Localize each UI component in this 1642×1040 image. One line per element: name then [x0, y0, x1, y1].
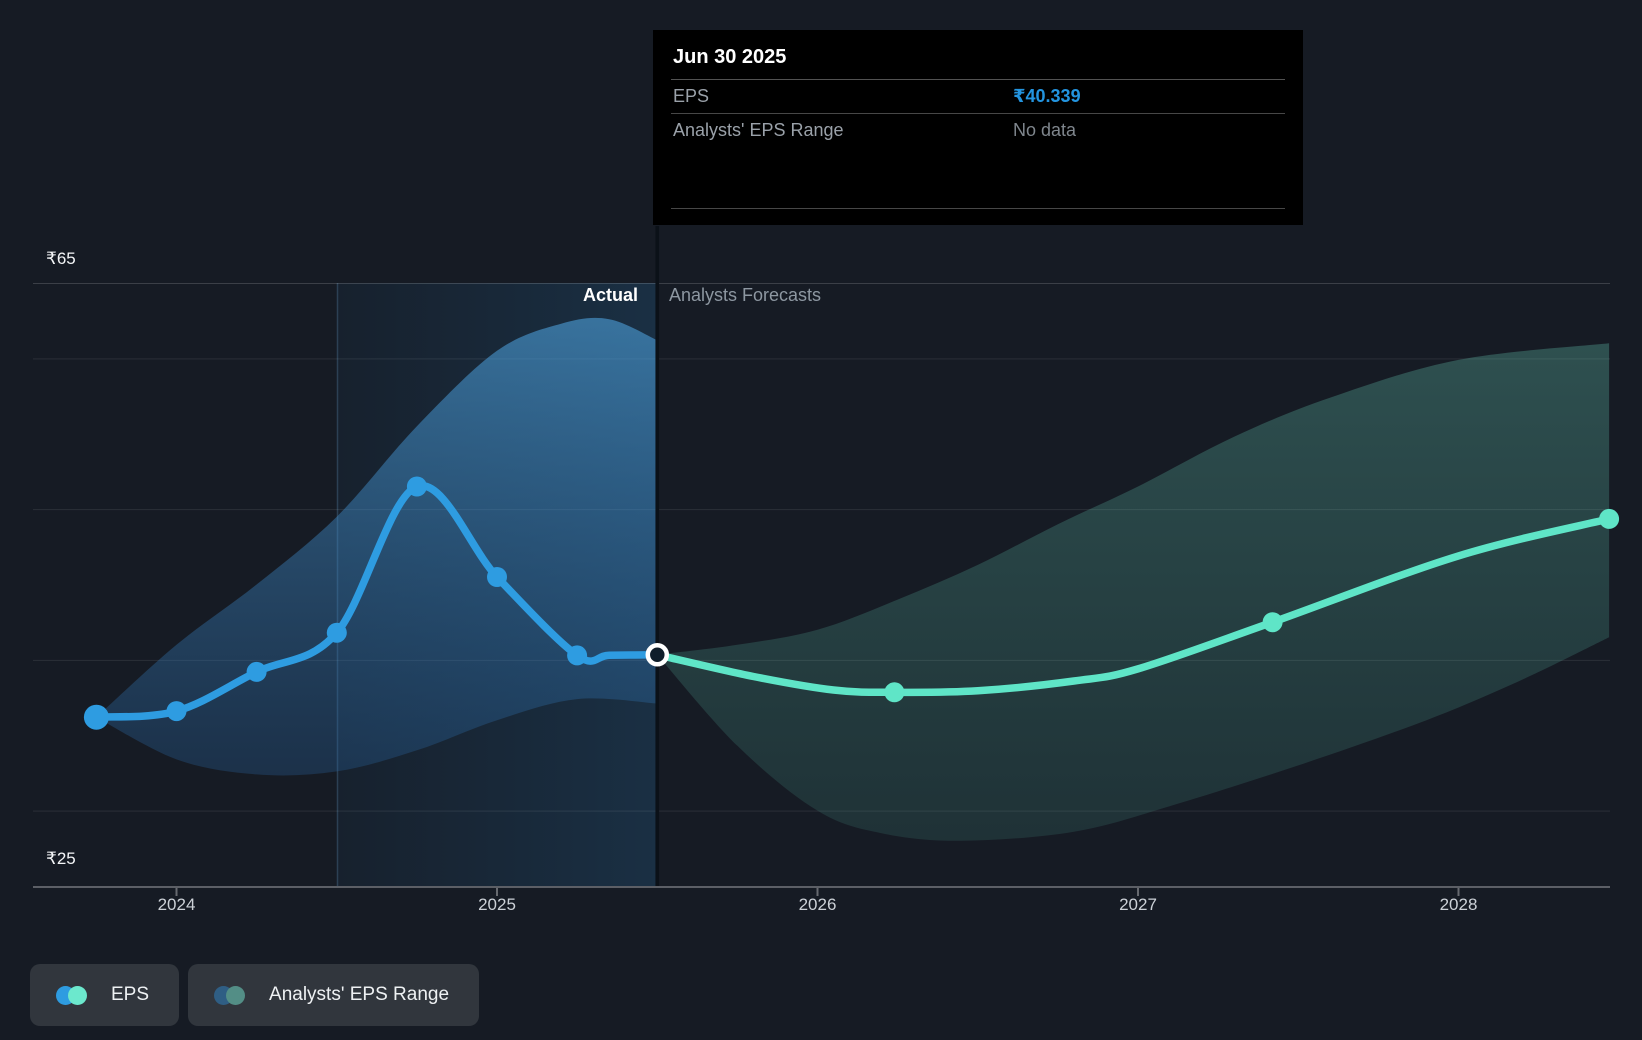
current-date-point[interactable]	[645, 643, 670, 667]
legend: EPS Analysts' EPS Range	[30, 964, 480, 1026]
tooltip-row-value: ₹40.339	[1013, 86, 1081, 106]
legend-dot-icon	[226, 985, 246, 1005]
forecast-eps-range-band	[657, 343, 1610, 841]
y-axis-label-min: ₹25	[46, 849, 76, 868]
x-axis-tick-2027	[1137, 888, 1139, 896]
x-tick-label-2025: 2025	[478, 895, 516, 914]
tooltip-divider	[671, 208, 1285, 209]
x-axis-tick-2024	[175, 888, 178, 896]
gridline-60	[33, 358, 1610, 360]
eps-forecast-point[interactable]	[1599, 508, 1620, 529]
eps-forecast-line	[653, 515, 1613, 697]
eps-actual-point[interactable]	[567, 645, 588, 666]
legend-dot-icon	[68, 985, 87, 1005]
eps-actual-point[interactable]	[83, 704, 109, 730]
x-tick-label-2024: 2024	[157, 895, 196, 914]
gridline-top-bound	[33, 283, 1610, 284]
eps-forecast-point[interactable]	[1262, 612, 1283, 633]
tooltip-row: EPS ₹40.339	[671, 80, 1285, 114]
tooltip-row-label: Analysts' EPS Range	[673, 120, 844, 140]
legend-label: Analysts' EPS Range	[269, 984, 450, 1005]
legend-swatch-icon	[56, 985, 87, 1005]
tooltip: Jun 30 2025 EPS ₹40.339 Analysts' EPS Rang…	[653, 30, 1303, 225]
x-axis-line	[33, 886, 1610, 888]
y-axis-label-max: ₹65	[46, 249, 76, 268]
eps-actual-point[interactable]	[487, 567, 507, 587]
legend-swatch-icon	[214, 985, 246, 1005]
legend-chip-eps[interactable]: EPS	[30, 964, 180, 1026]
tooltip-row: Analysts' EPS Range No data	[671, 114, 1285, 147]
tooltip-rows: EPS ₹40.339 Analysts' EPS Range No data	[671, 80, 1285, 147]
gridline-50	[33, 509, 1610, 511]
eps-forecast-point[interactable]	[884, 682, 905, 703]
today-divider-line	[655, 226, 660, 886]
x-tick-label-2027: 2027	[1119, 895, 1157, 914]
eps-actual-point[interactable]	[166, 701, 187, 722]
forecast-phase-label: Analysts Forecasts	[669, 285, 822, 305]
eps-actual-point[interactable]	[406, 476, 427, 497]
x-axis-tick-2025	[496, 888, 498, 896]
legend-label: EPS	[111, 984, 150, 1005]
eps-actual-point[interactable]	[246, 661, 267, 682]
x-tick-label-2028: 2028	[1439, 895, 1478, 914]
tooltip-row-label: EPS	[673, 86, 710, 106]
x-tick-label-2026: 2026	[798, 895, 837, 914]
actual-phase-label: Actual	[582, 285, 638, 305]
x-axis-tick-2028	[1457, 888, 1460, 896]
eps-actual-point[interactable]	[326, 622, 347, 643]
tooltip-date: Jun 30 2025	[671, 44, 1285, 80]
eps-actual-line	[92, 482, 662, 721]
tooltip-row-value: No data	[1013, 120, 1077, 140]
x-axis-tick-2026	[816, 888, 819, 896]
legend-chip-analysts-eps-range[interactable]: Analysts' EPS Range	[188, 964, 480, 1026]
